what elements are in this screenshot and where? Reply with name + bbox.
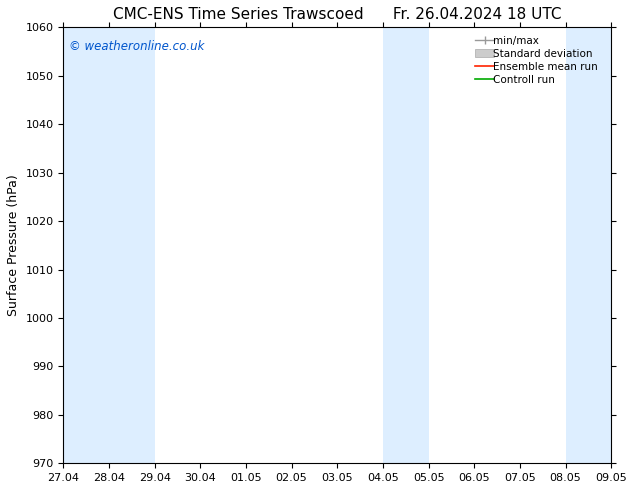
Text: © weatheronline.co.uk: © weatheronline.co.uk <box>69 40 204 53</box>
Legend: min/max, Standard deviation, Ensemble mean run, Controll run: min/max, Standard deviation, Ensemble me… <box>472 32 606 88</box>
Bar <box>63 27 132 464</box>
Bar <box>406 27 429 464</box>
Y-axis label: Surface Pressure (hPa): Surface Pressure (hPa) <box>7 174 20 316</box>
Title: CMC-ENS Time Series Trawscoed      Fr. 26.04.2024 18 UTC: CMC-ENS Time Series Trawscoed Fr. 26.04.… <box>113 7 562 22</box>
Bar <box>132 27 155 464</box>
Bar <box>383 27 406 464</box>
Bar <box>566 27 611 464</box>
